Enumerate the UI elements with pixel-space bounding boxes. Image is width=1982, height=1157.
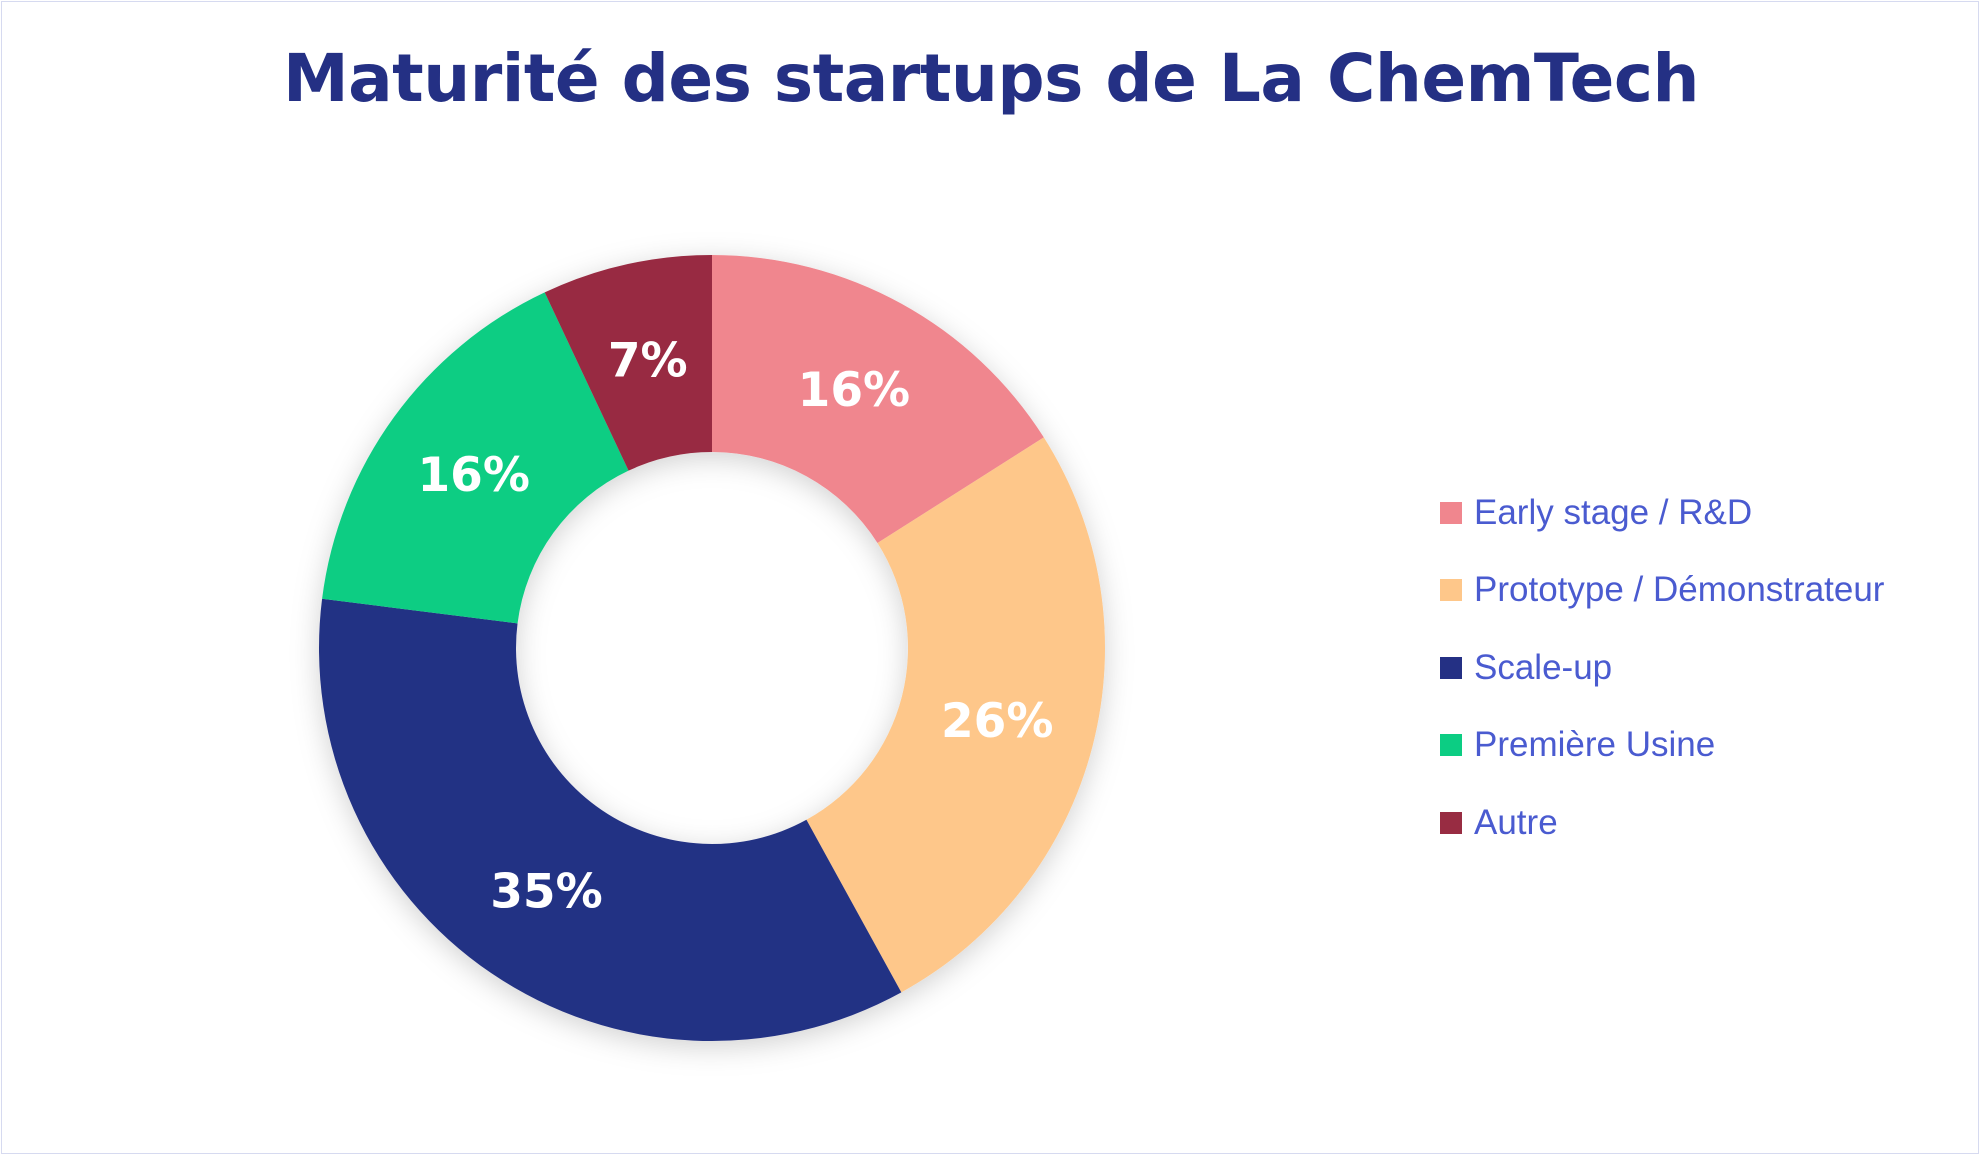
- data-label: 26%: [941, 694, 1054, 749]
- donut-slice-2: [806, 437, 1106, 993]
- legend-label: Autre: [1474, 802, 1558, 842]
- legend-item: Autre: [1440, 784, 1884, 862]
- legend-swatch: [1440, 656, 1462, 679]
- donut-slice-4: [322, 292, 629, 624]
- legend-swatch: [1440, 579, 1462, 602]
- donut-slice-5: [544, 255, 712, 471]
- data-label: 7%: [608, 334, 688, 389]
- donut-slice-3: [318, 598, 902, 1042]
- legend-swatch: [1440, 734, 1462, 757]
- legend-swatch: [1440, 811, 1462, 834]
- donut-slice-1: [712, 255, 1044, 543]
- legend-item: Prototype / Démonstrateur: [1440, 552, 1884, 630]
- legend: Early stage / R&D Prototype / Démonstrate…: [1440, 474, 1884, 862]
- legend-item: Scale-up: [1440, 629, 1884, 707]
- legend-swatch: [1440, 501, 1462, 524]
- chart-title: Maturité des startups de La ChemTech: [282, 40, 1700, 117]
- legend-item: Early stage / R&D: [1440, 474, 1884, 552]
- legend-label: Première Usine: [1474, 725, 1716, 765]
- legend-label: Prototype / Démonstrateur: [1474, 570, 1885, 610]
- data-label: 16%: [417, 448, 530, 503]
- data-label: 35%: [490, 865, 603, 920]
- legend-label: Scale-up: [1474, 647, 1613, 687]
- legend-label: Early stage / R&D: [1474, 492, 1753, 532]
- legend-item: Première Usine: [1440, 707, 1884, 785]
- data-label: 16%: [798, 363, 911, 418]
